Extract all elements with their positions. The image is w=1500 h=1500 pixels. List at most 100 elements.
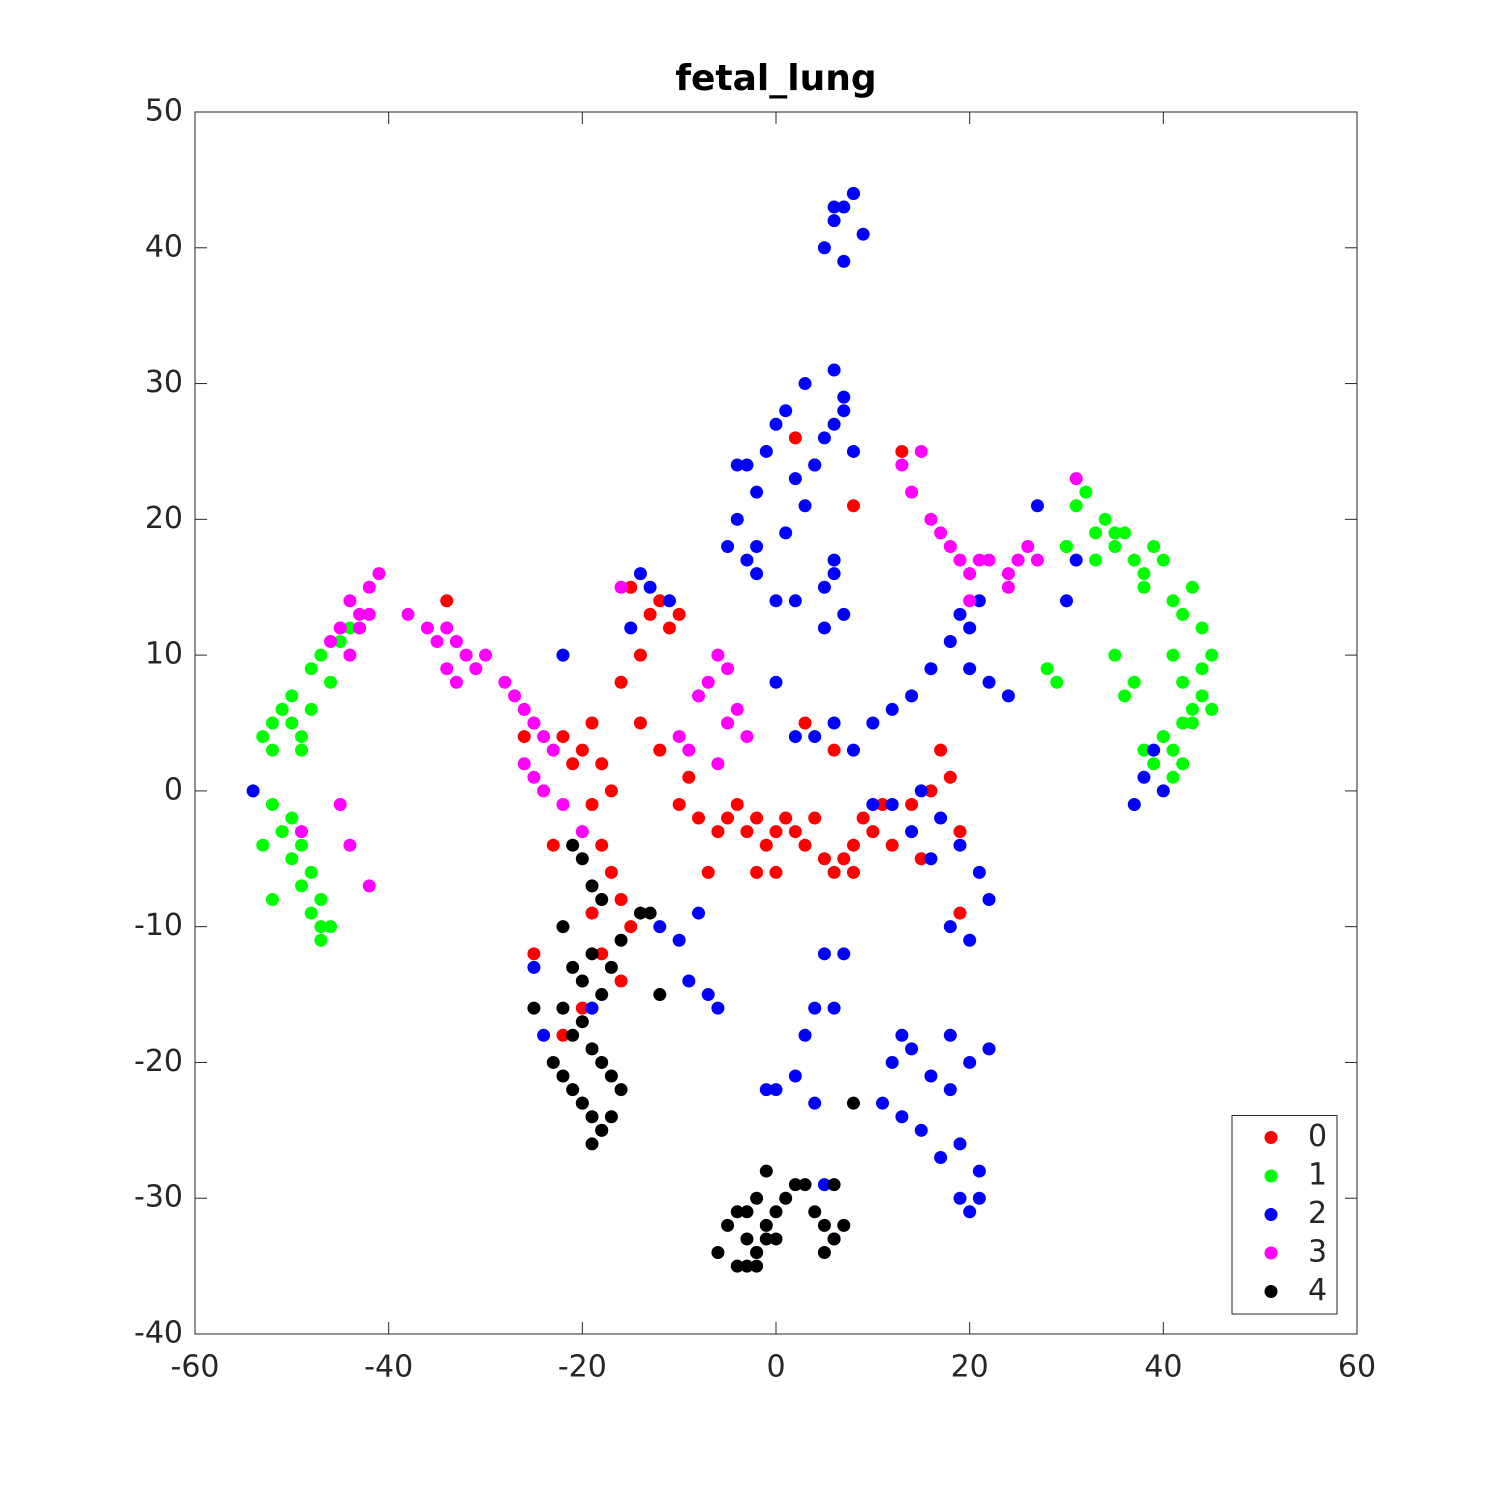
point xyxy=(963,1205,977,1219)
point xyxy=(750,567,764,581)
point xyxy=(1147,743,1161,757)
point xyxy=(324,920,338,934)
point xyxy=(672,730,686,744)
point xyxy=(566,757,580,771)
point xyxy=(817,241,831,255)
point xyxy=(295,730,309,744)
point xyxy=(295,879,309,893)
point xyxy=(856,227,870,241)
point xyxy=(740,553,754,567)
point xyxy=(895,1110,909,1124)
point xyxy=(953,1191,967,1205)
point xyxy=(1185,702,1199,716)
point xyxy=(595,988,609,1002)
point xyxy=(837,254,851,268)
point xyxy=(817,1178,831,1192)
point xyxy=(740,1205,754,1219)
point xyxy=(846,743,860,757)
point xyxy=(265,797,279,811)
point xyxy=(1156,553,1170,567)
point xyxy=(1137,770,1151,784)
point xyxy=(730,1259,744,1273)
point xyxy=(905,689,919,703)
x-tick-label: -60 xyxy=(171,1350,220,1385)
point xyxy=(885,838,899,852)
point xyxy=(1137,580,1151,594)
point xyxy=(905,825,919,839)
point xyxy=(692,811,706,825)
point xyxy=(769,417,783,431)
point xyxy=(701,865,715,879)
point xyxy=(953,906,967,920)
point xyxy=(914,852,928,866)
point xyxy=(759,1164,773,1178)
point xyxy=(256,730,270,744)
legend: 0 12 34 xyxy=(1231,1115,1338,1315)
point xyxy=(750,1191,764,1205)
point xyxy=(692,689,706,703)
point xyxy=(643,906,657,920)
point xyxy=(730,702,744,716)
point xyxy=(963,662,977,676)
point xyxy=(469,662,483,676)
point xyxy=(963,621,977,635)
point xyxy=(788,472,802,486)
point xyxy=(759,1218,773,1232)
point xyxy=(333,621,347,635)
y-tick-label: 10 xyxy=(145,637,183,672)
y-tick-label: 0 xyxy=(164,772,183,807)
point xyxy=(866,716,880,730)
point xyxy=(934,1150,948,1164)
point xyxy=(420,621,434,635)
point xyxy=(566,838,580,852)
point xyxy=(1166,770,1180,784)
point xyxy=(353,607,367,621)
point xyxy=(924,1069,938,1083)
point xyxy=(779,1191,793,1205)
point xyxy=(788,1069,802,1083)
point xyxy=(972,1191,986,1205)
point xyxy=(759,1083,773,1097)
point xyxy=(769,1232,783,1246)
point xyxy=(827,865,841,879)
point xyxy=(556,648,570,662)
point xyxy=(1137,567,1151,581)
point xyxy=(1069,472,1083,486)
point xyxy=(721,539,735,553)
point xyxy=(333,797,347,811)
point xyxy=(1185,580,1199,594)
point xyxy=(1195,689,1209,703)
point xyxy=(779,526,793,540)
point xyxy=(711,648,725,662)
point xyxy=(1195,662,1209,676)
point xyxy=(595,1123,609,1137)
point xyxy=(275,702,289,716)
point xyxy=(827,214,841,228)
point xyxy=(827,567,841,581)
x-tick-label: 20 xyxy=(951,1350,989,1385)
point xyxy=(1011,553,1025,567)
point xyxy=(788,1178,802,1192)
point xyxy=(604,784,618,798)
point xyxy=(1118,689,1132,703)
x-tick-label: 60 xyxy=(1338,1350,1376,1385)
x-tick-label: -40 xyxy=(364,1350,413,1385)
point xyxy=(604,1069,618,1083)
point xyxy=(517,730,531,744)
point xyxy=(1030,553,1044,567)
point xyxy=(750,485,764,499)
x-tick-label: -20 xyxy=(558,1350,607,1385)
point xyxy=(1147,757,1161,771)
point xyxy=(1030,499,1044,513)
point xyxy=(449,675,463,689)
y-tick-label: 50 xyxy=(145,94,183,129)
point xyxy=(304,662,318,676)
point xyxy=(682,974,696,988)
point xyxy=(730,1205,744,1219)
point xyxy=(314,648,328,662)
point xyxy=(740,825,754,839)
point xyxy=(256,838,270,852)
y-tick-label: -30 xyxy=(134,1180,183,1215)
point xyxy=(1040,662,1054,676)
point xyxy=(808,730,822,744)
